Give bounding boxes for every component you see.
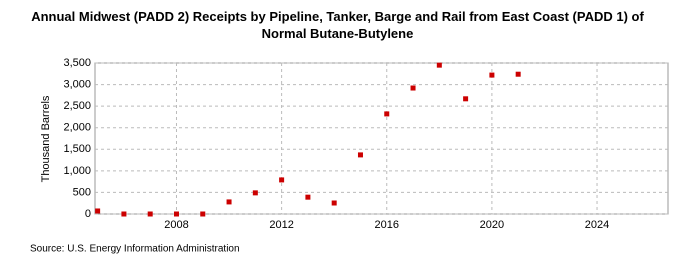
y-tick-label: 2,500: [63, 100, 91, 112]
marker: [279, 177, 285, 183]
marker: [515, 71, 521, 77]
marker: [252, 190, 258, 196]
marker: [357, 152, 363, 158]
x-tick-label: 2024: [585, 219, 609, 231]
y-tick-label: 1,000: [63, 165, 91, 177]
marker: [173, 211, 179, 217]
source-note: Source: U.S. Energy Information Administ…: [30, 244, 240, 255]
y-tick-label: 1,500: [63, 143, 91, 155]
plot-area: [94, 62, 669, 215]
marker: [305, 194, 311, 200]
x-tick-label: 2016: [375, 219, 399, 231]
y-tick-label: 0: [85, 208, 91, 220]
y-tick-label: 2,000: [63, 122, 91, 134]
marker: [331, 200, 337, 206]
marker: [95, 208, 101, 214]
marker: [489, 72, 495, 78]
marker: [384, 111, 390, 117]
marker: [147, 211, 153, 217]
x-tick-label: 2020: [480, 219, 504, 231]
marker: [436, 62, 442, 68]
chart-title: Annual Midwest (PADD 2) Receipts by Pipe…: [31, 9, 644, 41]
marker: [121, 211, 127, 217]
y-tick-label: 500: [73, 186, 91, 198]
marker: [463, 96, 469, 102]
y-axis-label: Thousand Barrels: [40, 95, 52, 182]
x-tick-label: 2012: [269, 219, 293, 231]
marker: [226, 199, 232, 205]
y-tick-label: 3,000: [63, 78, 91, 90]
y-tick-label: 3,500: [63, 57, 91, 69]
x-tick-label: 2008: [164, 219, 188, 231]
marker: [200, 211, 206, 217]
marker: [410, 85, 416, 91]
